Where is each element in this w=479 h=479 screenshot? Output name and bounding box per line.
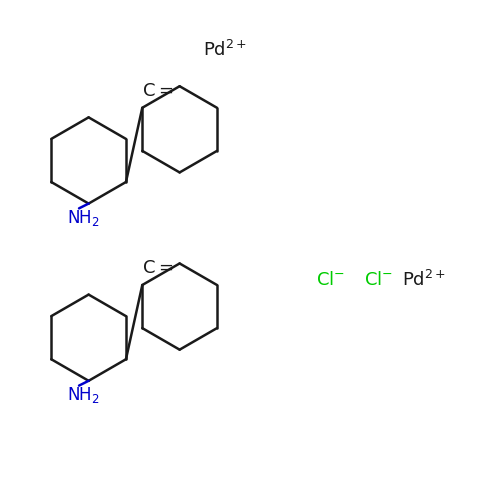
Text: C$=$: C$=$: [142, 82, 174, 100]
Text: Cl$^{-}$: Cl$^{-}$: [316, 271, 345, 289]
Text: NH$_2$: NH$_2$: [68, 208, 100, 228]
Text: NH$_2$: NH$_2$: [68, 385, 100, 405]
Text: Pd$^{2+}$: Pd$^{2+}$: [402, 270, 446, 290]
Text: Pd$^{2+}$: Pd$^{2+}$: [203, 40, 247, 60]
Text: C$=$: C$=$: [142, 259, 174, 277]
Text: Cl$^{-}$: Cl$^{-}$: [364, 271, 393, 289]
